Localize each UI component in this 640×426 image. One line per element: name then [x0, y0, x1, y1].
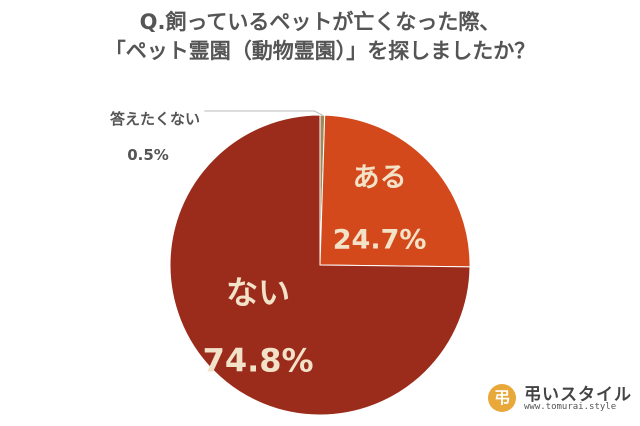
brand-name: 弔いスタイル: [524, 385, 632, 405]
slice-label-1: ある: [353, 162, 407, 193]
chart-title: Q.飼っているペットが亡くなった際、 「ペット霊園（動物霊園）」を探しましたか？: [0, 8, 640, 66]
brand-mark-icon: 弔: [488, 384, 516, 412]
chart-title-line-2: 「ペット霊園（動物霊園）」を探しましたか？: [104, 39, 536, 63]
slice-value-0: 0.5%: [127, 146, 169, 164]
brand-url: www.tomurai.style: [524, 402, 617, 412]
slice-value-1: 24.7%: [333, 224, 427, 255]
slice-label-2: ない: [226, 273, 290, 311]
chart-title-line-1: Q.飼っているペットが亡くなった際、: [139, 10, 501, 34]
slice-label-0: 答えたくない: [110, 110, 200, 128]
slice-value-2: 74.8%: [203, 341, 314, 379]
leader-line-0: [204, 110, 323, 116]
pie-slice-2: [169, 114, 471, 416]
brand-logo[interactable]: 弔 弔いスタイル www.tomurai.style: [488, 378, 631, 418]
pie-slice-1: [319, 114, 471, 268]
